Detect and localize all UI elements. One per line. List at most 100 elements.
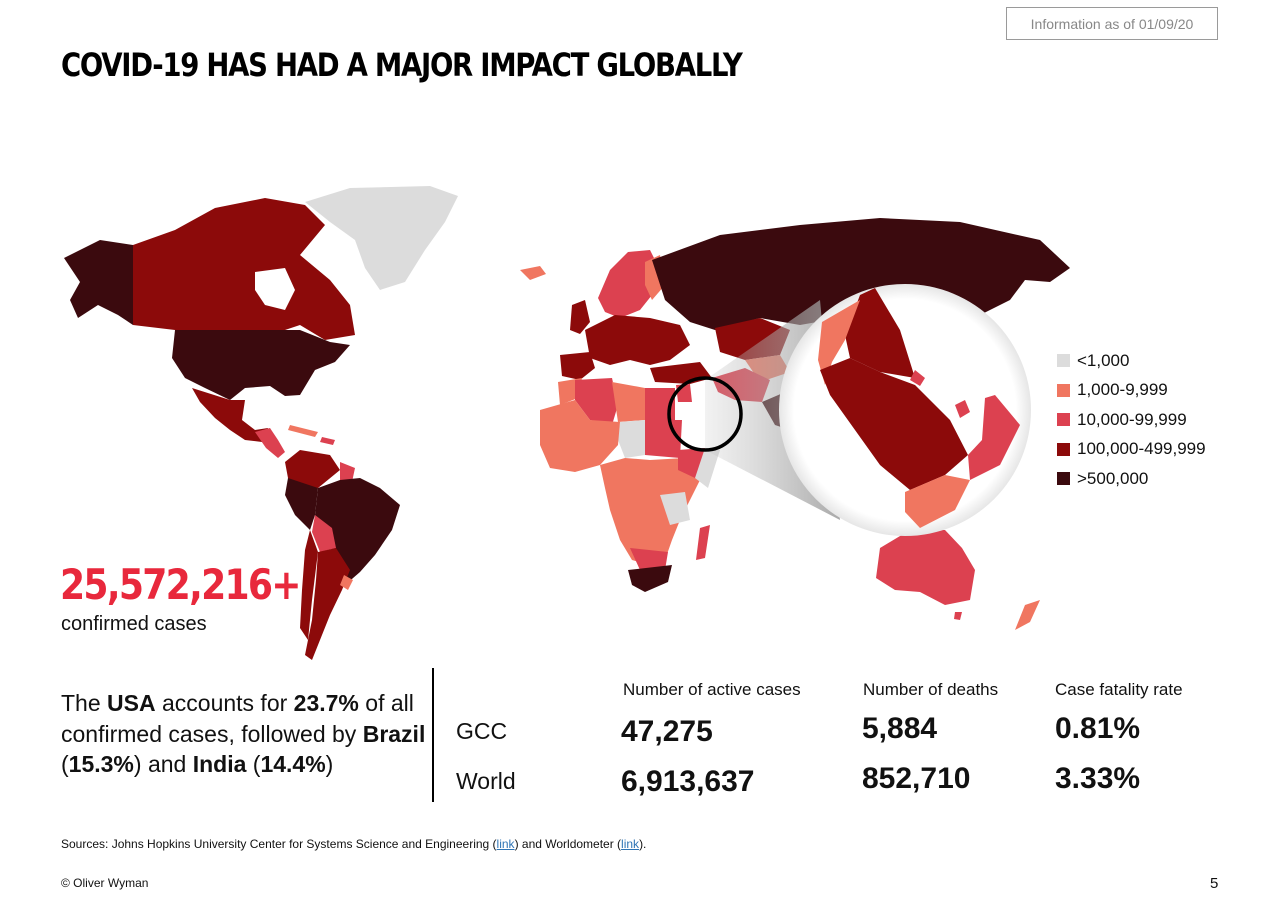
summary-text-part: ( <box>61 751 69 777</box>
map-peru <box>285 478 318 530</box>
summary-india: India <box>192 751 247 777</box>
legend-item-1000-9999: 1,000-9,999 <box>1057 376 1206 406</box>
map-southern-africa <box>630 548 668 570</box>
vertical-divider <box>432 668 434 802</box>
zoom-oman <box>968 395 1020 480</box>
map-central-america <box>255 428 285 458</box>
map-mexico <box>192 388 268 442</box>
map-chile <box>300 530 318 640</box>
map-guianas <box>340 462 355 482</box>
legend-swatch <box>1057 413 1070 427</box>
map-sudan <box>645 420 682 458</box>
map-brazil <box>315 478 400 585</box>
map-usa <box>172 330 350 400</box>
page-number: 5 <box>1210 875 1219 892</box>
map-legend: <1,000 1,000-9,999 10,000-99,999 100,000… <box>1057 346 1206 494</box>
map-libya <box>612 382 645 422</box>
map-colombia-venezuela <box>285 450 340 490</box>
legend-item-lt-1000: <1,000 <box>1057 346 1206 376</box>
header-deaths: Number of deaths <box>863 680 999 699</box>
map-tanzania <box>660 492 690 525</box>
legend-swatch <box>1057 383 1070 397</box>
summary-text-part: The <box>61 690 108 716</box>
page-title: COVID-19 HAS HAD A MAJOR IMPACT GLOBALLY <box>61 46 743 84</box>
map-south-africa <box>628 565 672 592</box>
world-deaths: 852,710 <box>862 762 971 795</box>
summary-text-part: ) <box>325 751 334 777</box>
map-greenland <box>305 186 458 290</box>
zoom-saudi-arabia <box>820 358 968 490</box>
map-australia <box>876 530 975 605</box>
summary-text-part: accounts for <box>155 690 294 716</box>
map-uruguay <box>340 575 353 590</box>
summary-text: The USA accounts for 23.7% of all confir… <box>61 688 431 780</box>
sources-text: ) and Worldometer ( <box>514 837 622 851</box>
zoom-jordan <box>818 300 860 385</box>
source-link-worldometer[interactable]: link <box>621 837 640 851</box>
world-active-cases: 6,913,637 <box>621 765 755 798</box>
copyright: © Oliver Wyman <box>61 876 149 890</box>
zoom-qatar-uae <box>955 400 970 418</box>
map-alaska <box>64 240 133 325</box>
gcc-active-cases: 47,275 <box>621 715 713 748</box>
map-algeria <box>575 378 618 425</box>
world-map <box>64 186 1070 660</box>
confirmed-cases-label: confirmed cases <box>61 613 207 635</box>
summary-text-part: ) and <box>133 751 193 777</box>
map-scandinavia <box>598 250 660 318</box>
summary-brazil-pct: 15.3% <box>68 751 134 777</box>
confirmed-cases-number: 25,572,216+ <box>60 560 302 609</box>
legend-label: >500,000 <box>1077 468 1149 488</box>
map-chad <box>618 420 645 458</box>
row-label-world: World <box>456 768 516 794</box>
header-cfr: Case fatality rate <box>1055 680 1183 699</box>
map-madagascar <box>696 525 710 560</box>
legend-item-10000-99999: 10,000-99,999 <box>1057 405 1206 435</box>
map-somalia <box>695 448 720 488</box>
map-new-zealand <box>1015 600 1040 630</box>
source-link-jhu[interactable]: link <box>496 837 515 851</box>
map-bolivia <box>312 515 336 552</box>
legend-swatch <box>1057 472 1070 486</box>
map-argentina <box>305 548 350 660</box>
summary-usa-pct: 23.7% <box>293 690 359 716</box>
summary-text-part: ( <box>246 751 261 777</box>
gcc-cfr: 0.81% <box>1055 712 1141 745</box>
legend-label: 100,000-499,999 <box>1077 439 1206 459</box>
legend-label: 10,000-99,999 <box>1077 409 1187 429</box>
map-caribbean <box>288 425 318 437</box>
summary-usa: USA <box>107 690 156 716</box>
row-label-gcc: GCC <box>456 718 508 744</box>
info-date-badge: Information as of 01/09/20 <box>1006 7 1218 40</box>
map-caribbean-east <box>320 437 335 445</box>
world-cfr: 3.33% <box>1055 762 1141 795</box>
gcc-deaths: 5,884 <box>862 712 938 745</box>
legend-item-gt-500000: >500,000 <box>1057 464 1206 494</box>
legend-swatch <box>1057 442 1070 456</box>
zoom-kuwait <box>910 370 925 386</box>
sources-text: ). <box>639 837 647 851</box>
map-iberia <box>560 352 595 380</box>
map-central-africa <box>600 455 705 565</box>
summary-brazil: Brazil <box>362 720 426 747</box>
map-uk <box>570 300 590 334</box>
sources-note: Sources: Johns Hopkins University Center… <box>61 837 646 851</box>
zoom-iraq <box>845 288 915 378</box>
legend-swatch <box>1057 354 1070 368</box>
map-turkey <box>650 362 712 384</box>
map-west-africa <box>540 400 620 472</box>
map-hudson-bay <box>255 268 295 310</box>
map-iceland <box>520 266 546 280</box>
map-canada <box>133 198 355 340</box>
legend-label: <1,000 <box>1077 350 1130 370</box>
map-europe <box>585 315 690 365</box>
zoom-yemen <box>905 475 970 528</box>
header-active-cases: Number of active cases <box>623 680 801 699</box>
legend-label: 1,000-9,999 <box>1077 380 1168 400</box>
summary-text-part: of all confirmed cases, followed by <box>61 690 414 747</box>
legend-item-100000-499999: 100,000-499,999 <box>1057 435 1206 465</box>
summary-india-pct: 14.4% <box>260 751 326 777</box>
zoom-source-circle <box>667 376 743 452</box>
map-tasmania <box>954 612 962 620</box>
sources-text: Sources: Johns Hopkins University Center… <box>61 837 497 851</box>
